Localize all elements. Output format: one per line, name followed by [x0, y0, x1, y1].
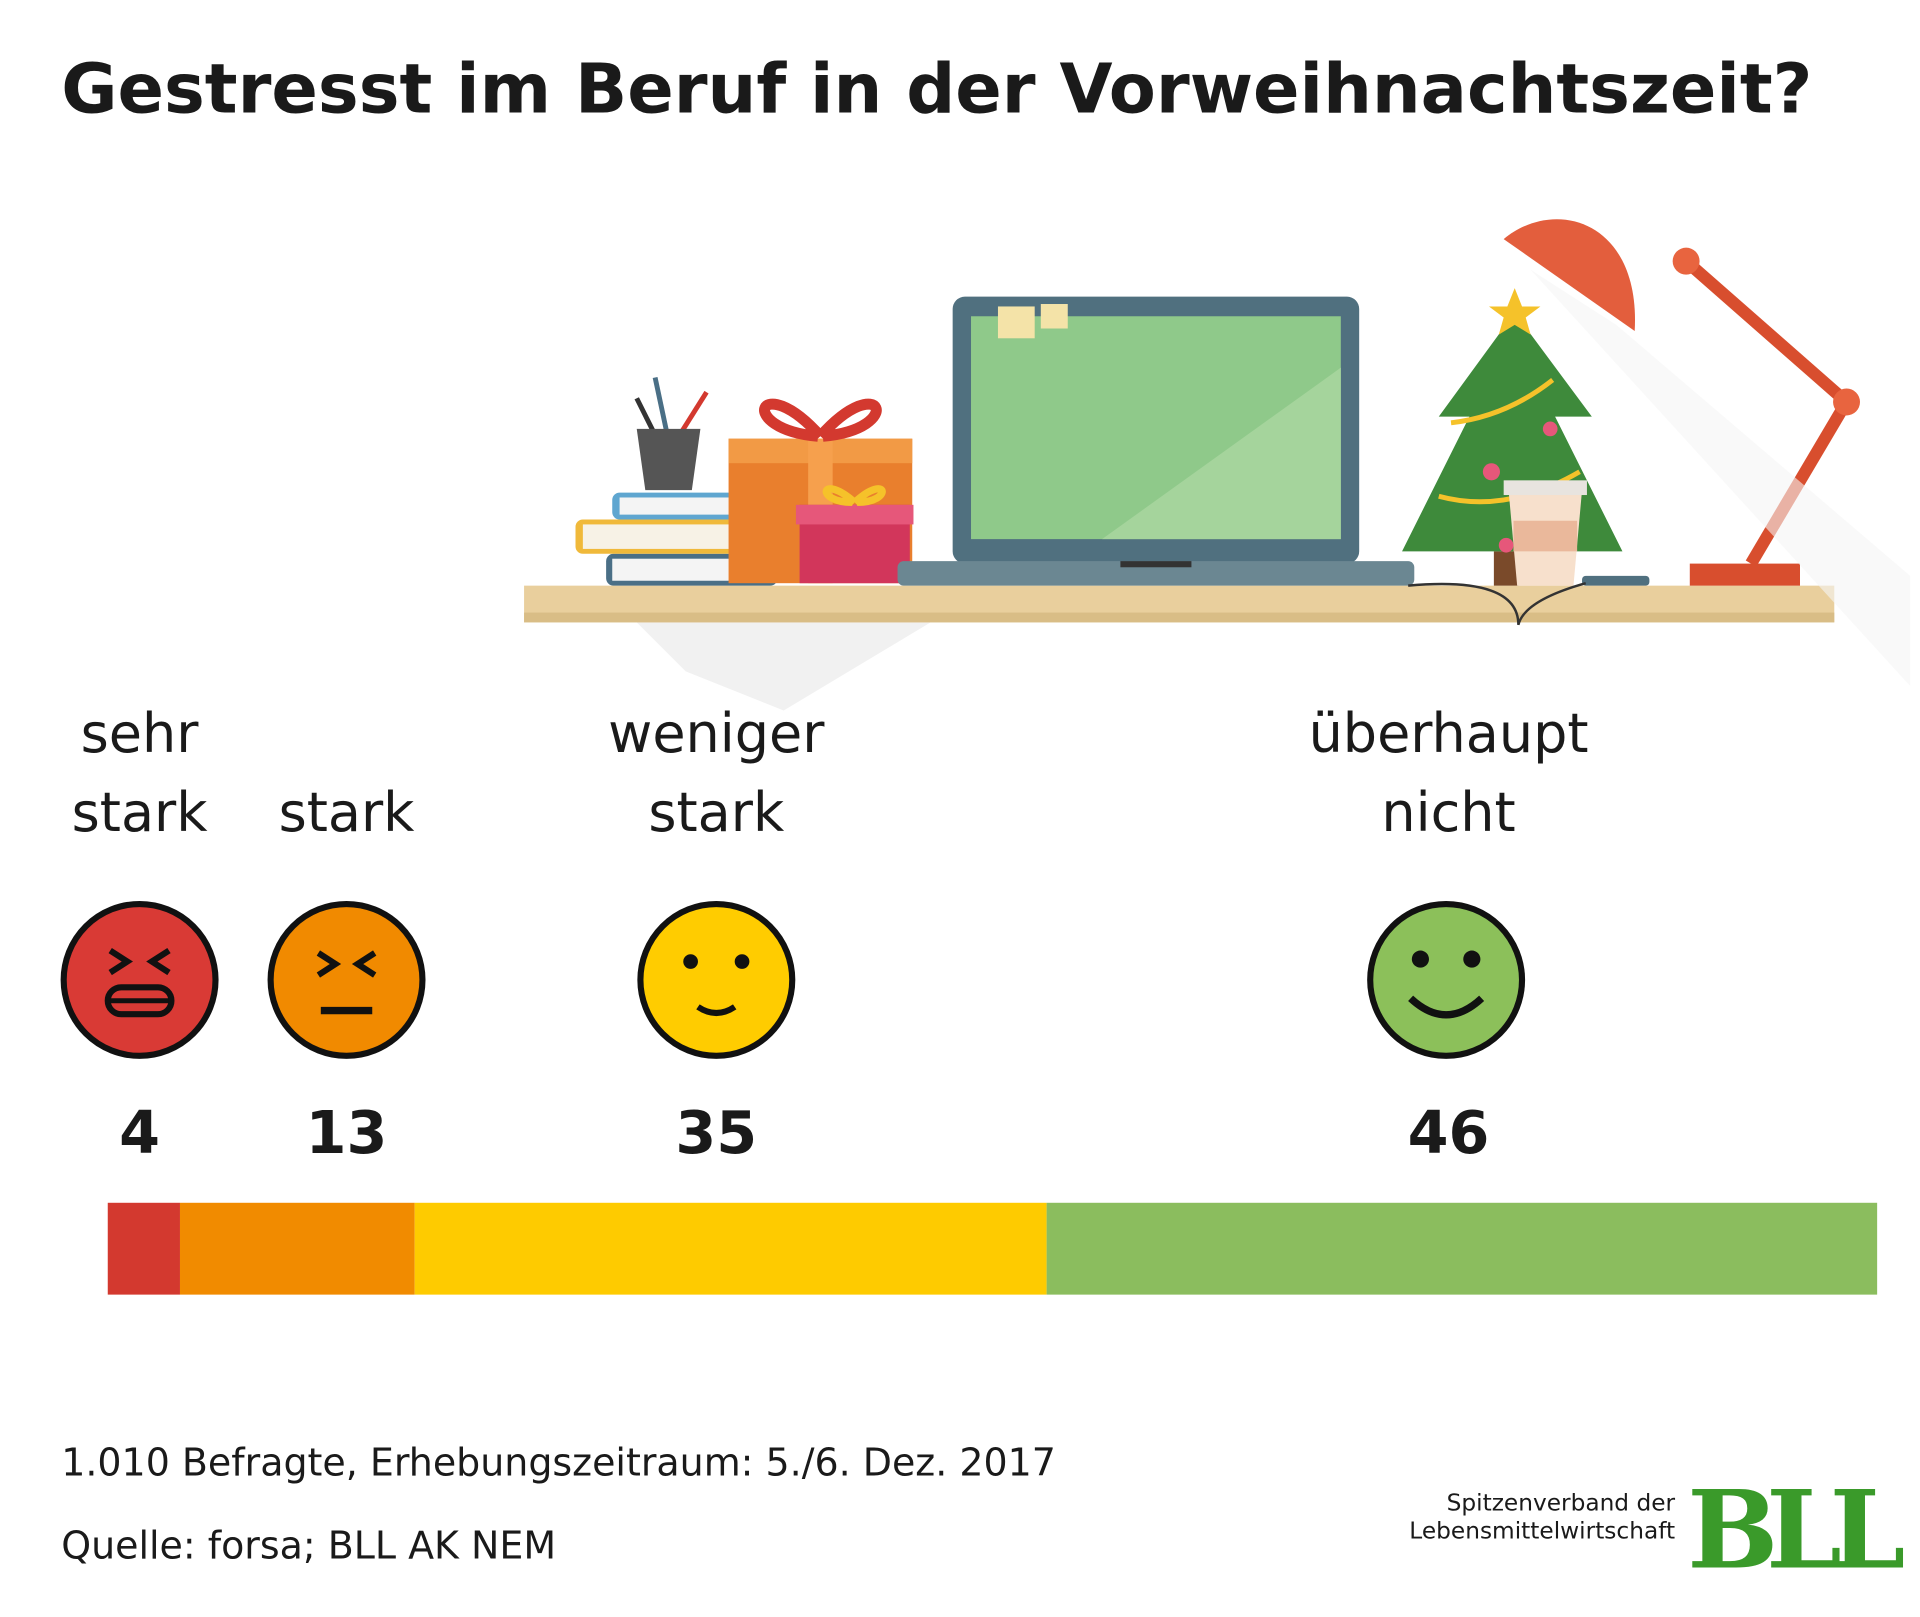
- face-not-stressed: [1367, 900, 1526, 1059]
- value-label: 4: [119, 1098, 160, 1167]
- desk-illustration: [524, 219, 1911, 711]
- logo-tagline: Lebensmittelwirtschaft: [1409, 1518, 1675, 1545]
- chart-title: Gestresst im Beruf in der Vorweihnachtsz…: [61, 49, 1812, 129]
- bar-segment: [179, 1202, 415, 1295]
- face-stressed: [267, 900, 426, 1059]
- value-label: 13: [306, 1098, 388, 1167]
- category-label: weniger stark: [608, 702, 825, 844]
- logo-mark: BLL: [1687, 1468, 1903, 1594]
- bar-segment: [107, 1202, 180, 1295]
- category-label: stark: [278, 781, 415, 844]
- category-label: sehr stark: [71, 702, 208, 844]
- logo-tagline: Spitzenverband der: [1447, 1490, 1676, 1517]
- faces: [60, 900, 1526, 1059]
- value-label: 35: [675, 1098, 757, 1167]
- category-label: überhaupt nicht: [1308, 702, 1589, 844]
- bar-segment: [414, 1202, 1047, 1295]
- footnote: 1.010 Befragte, Erhebungszeitraum: 5./6.…: [61, 1440, 1056, 1484]
- face-very-stressed: [60, 900, 219, 1059]
- bar-segment: [1046, 1202, 1878, 1295]
- source: Quelle: forsa; BLL AK NEM: [61, 1524, 556, 1568]
- face-less-stressed: [637, 900, 796, 1059]
- value-label: 46: [1408, 1098, 1490, 1167]
